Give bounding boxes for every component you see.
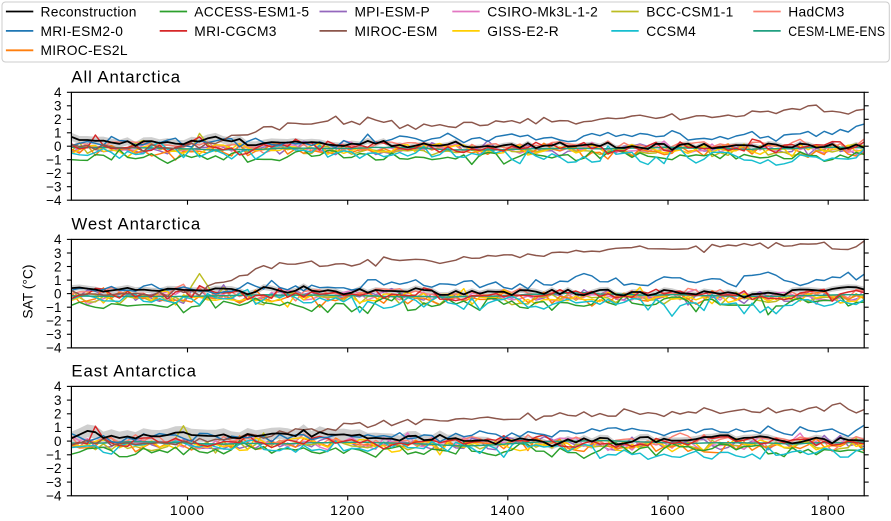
svg-text:−4: −4: [46, 341, 62, 356]
svg-text:−2: −2: [46, 314, 61, 329]
svg-text:HadCM3: HadCM3: [788, 4, 844, 19]
svg-text:MPI-ESM-P: MPI-ESM-P: [355, 4, 431, 19]
svg-text:0: 0: [54, 434, 62, 449]
svg-text:MIROC-ES2L: MIROC-ES2L: [41, 43, 128, 58]
svg-text:4: 4: [54, 85, 62, 100]
svg-text:West Antarctica: West Antarctica: [71, 215, 201, 234]
svg-text:1800: 1800: [811, 502, 846, 516]
svg-text:−3: −3: [46, 180, 61, 195]
svg-text:MIROC-ESM: MIROC-ESM: [355, 24, 438, 39]
svg-text:−3: −3: [46, 327, 61, 342]
svg-text:−1: −1: [46, 448, 61, 463]
svg-text:SAT (°C): SAT (°C): [21, 265, 36, 319]
svg-text:0: 0: [54, 139, 62, 154]
svg-text:CESM-LME-ENS: CESM-LME-ENS: [788, 24, 885, 39]
svg-text:4: 4: [54, 232, 62, 247]
svg-text:0: 0: [54, 286, 62, 301]
svg-text:MRI-CGCM3: MRI-CGCM3: [194, 24, 276, 39]
svg-text:BCC-CSM1-1: BCC-CSM1-1: [646, 4, 733, 19]
svg-text:CCSM4: CCSM4: [646, 24, 696, 39]
svg-text:CSIRO-Mk3L-1-2: CSIRO-Mk3L-1-2: [487, 4, 598, 19]
svg-text:Reconstruction: Reconstruction: [41, 4, 137, 19]
svg-text:−2: −2: [46, 461, 61, 476]
svg-text:3: 3: [54, 99, 62, 114]
svg-text:1: 1: [54, 420, 62, 435]
svg-text:1400: 1400: [490, 502, 525, 516]
svg-text:2: 2: [54, 259, 62, 274]
svg-text:3: 3: [54, 393, 62, 408]
svg-text:1600: 1600: [650, 502, 685, 516]
svg-text:MRI-ESM2-0: MRI-ESM2-0: [41, 24, 124, 39]
svg-text:1000: 1000: [170, 502, 205, 516]
svg-text:−1: −1: [46, 300, 61, 315]
svg-text:GISS-E2-R: GISS-E2-R: [487, 24, 559, 39]
svg-text:2: 2: [54, 112, 62, 127]
svg-text:1: 1: [54, 126, 62, 141]
svg-text:−4: −4: [46, 489, 62, 504]
svg-text:East Antarctica: East Antarctica: [71, 362, 196, 381]
svg-text:1: 1: [54, 273, 62, 288]
svg-text:ACCESS-ESM1-5: ACCESS-ESM1-5: [194, 4, 309, 19]
svg-text:−3: −3: [46, 475, 61, 490]
svg-text:3: 3: [54, 246, 62, 261]
svg-text:All Antarctica: All Antarctica: [71, 68, 181, 87]
svg-text:4: 4: [54, 379, 62, 394]
svg-text:−4: −4: [46, 193, 62, 208]
svg-text:−2: −2: [46, 166, 61, 181]
svg-text:1200: 1200: [330, 502, 365, 516]
svg-text:−1: −1: [46, 153, 61, 168]
svg-text:2: 2: [54, 407, 62, 422]
